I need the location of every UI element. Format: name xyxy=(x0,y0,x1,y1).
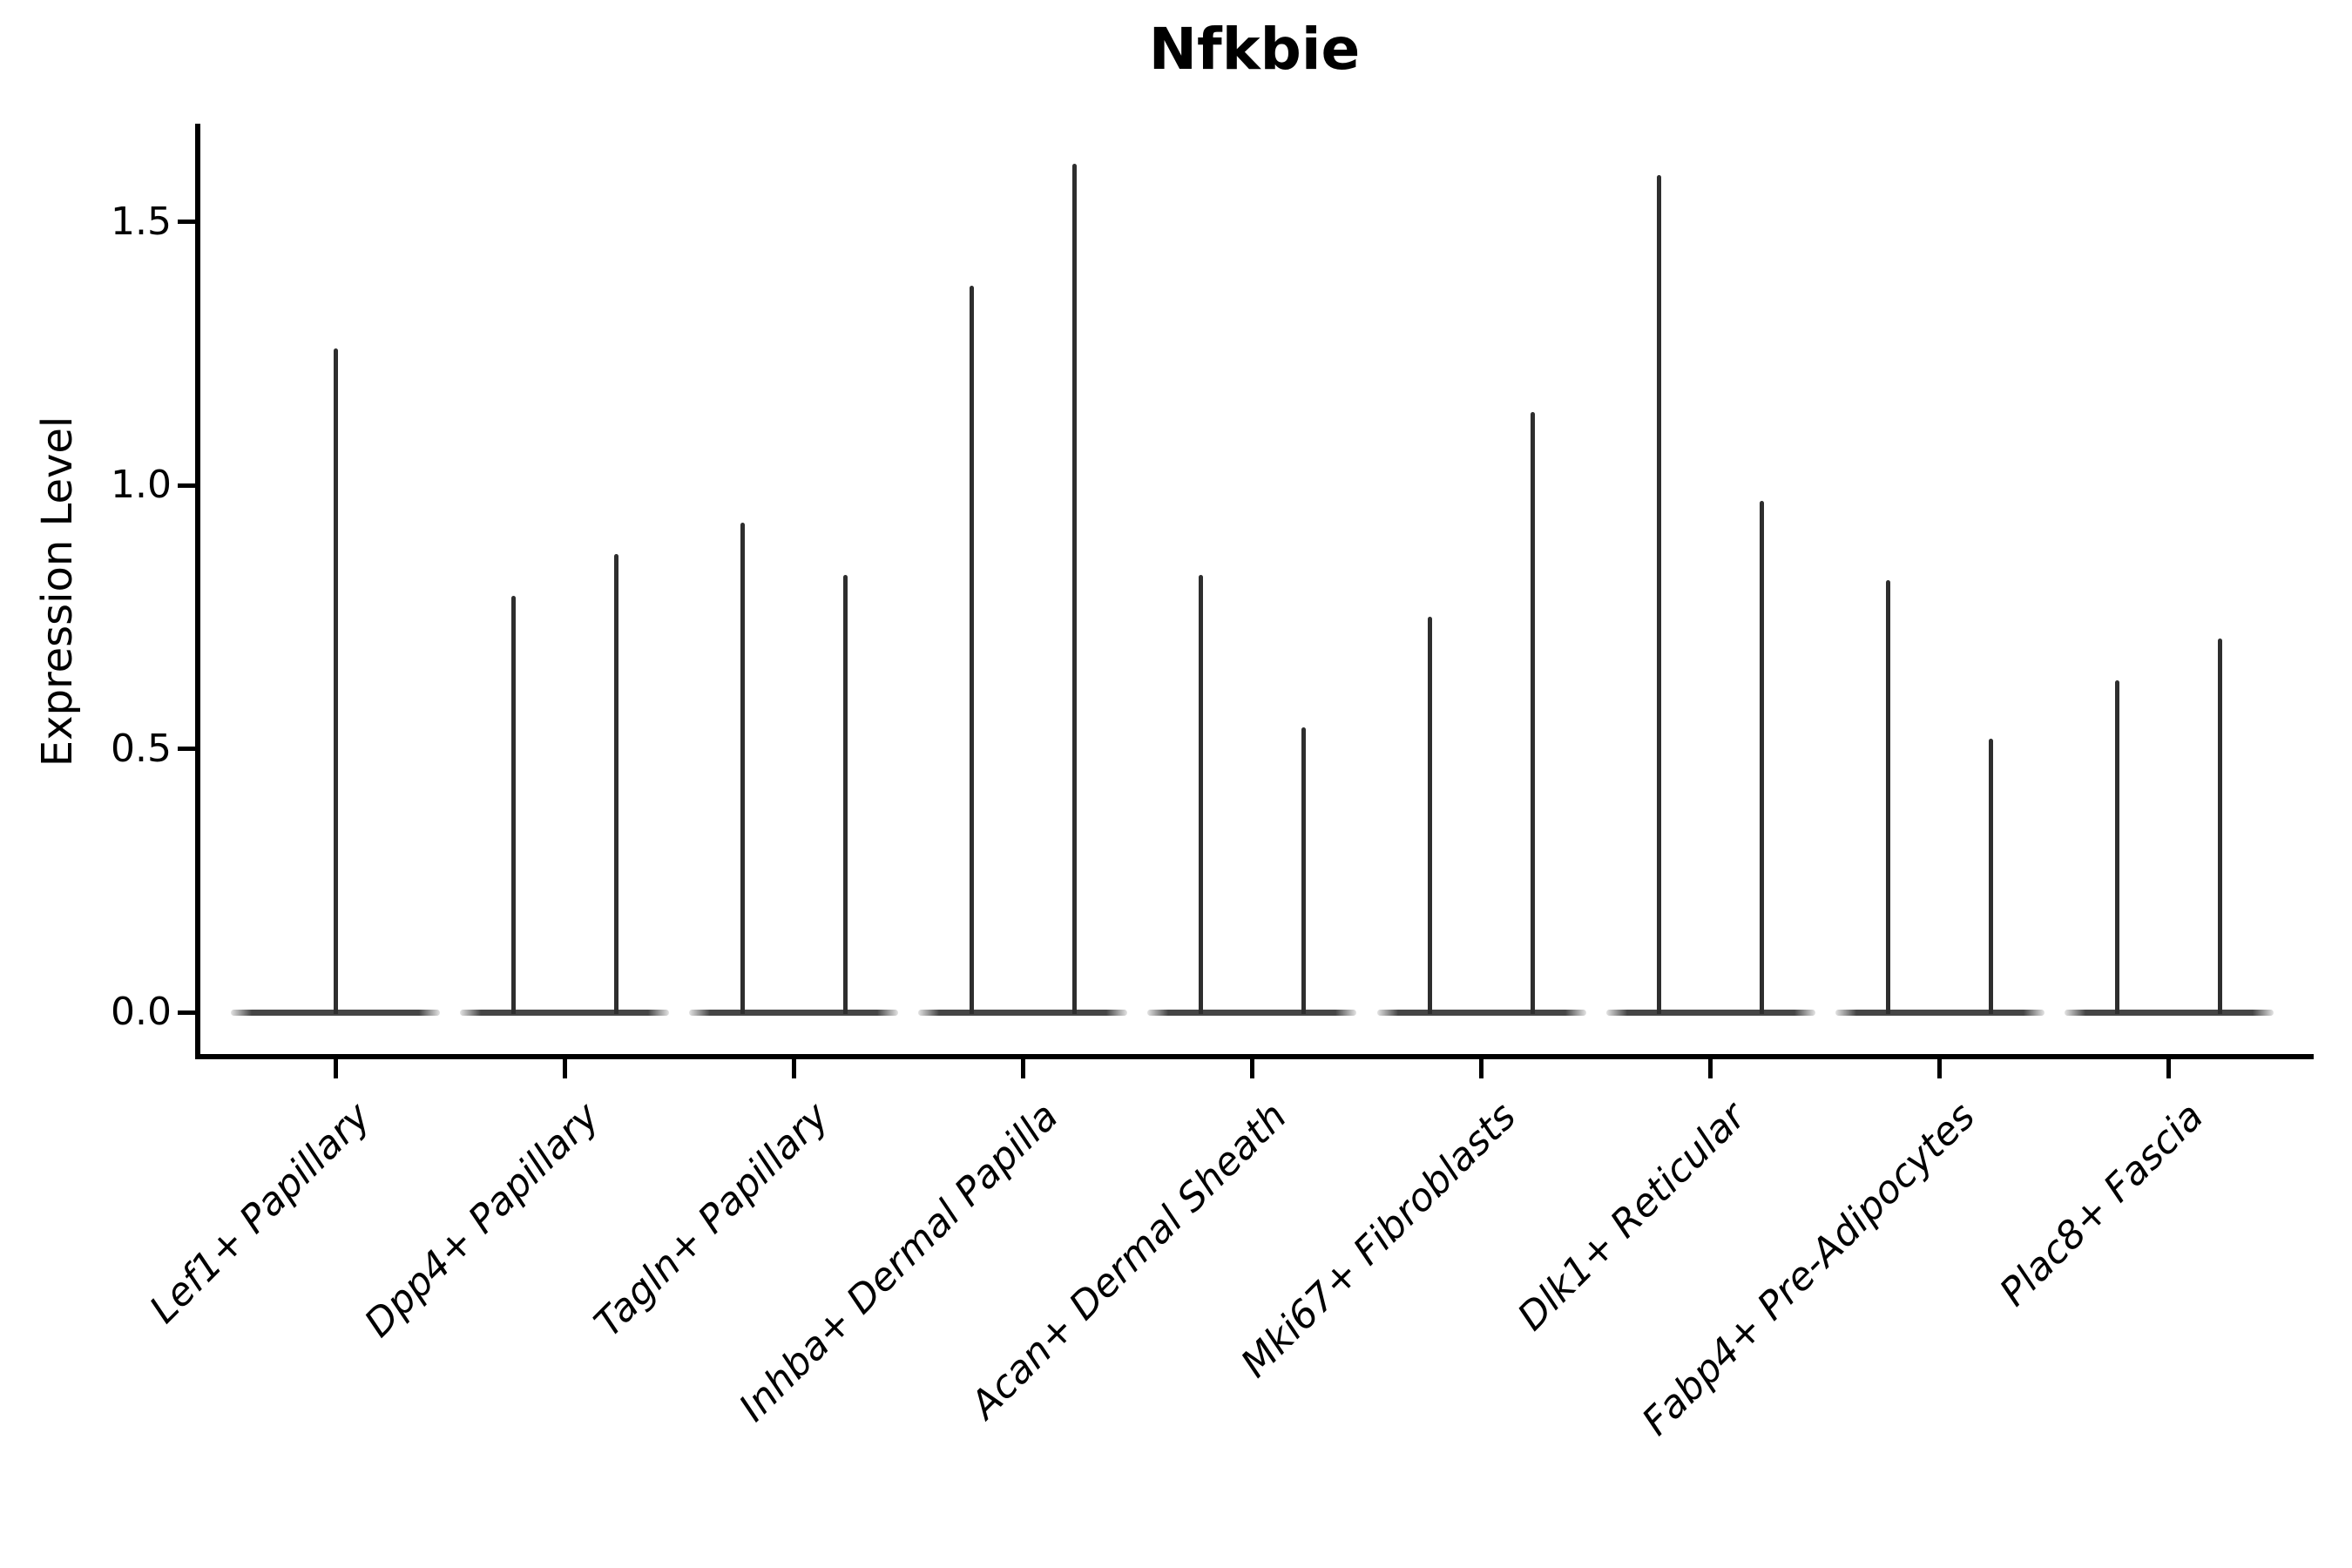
x-tick-mark xyxy=(1020,1059,1025,1078)
violin-spike xyxy=(613,553,618,1014)
x-tick-mark xyxy=(791,1059,796,1078)
violin-base xyxy=(1835,1009,2044,1016)
chart-title: Nfkbie xyxy=(1148,16,1361,83)
x-tick-mark xyxy=(562,1059,567,1078)
violin-base xyxy=(1376,1009,1586,1016)
violin-spike xyxy=(333,348,338,1014)
violin-spike xyxy=(1428,617,1432,1014)
y-tick-label: 0.5 xyxy=(111,726,172,771)
violin-spike xyxy=(740,522,745,1014)
y-tick-mark xyxy=(178,1010,195,1015)
violin-spike xyxy=(1989,738,1994,1014)
x-tick-label: Dpp4+ Papillary xyxy=(356,1094,609,1347)
violin-spike xyxy=(1301,727,1306,1014)
violin-spike xyxy=(1657,174,1662,1014)
x-tick-label: Plac8+ Fascia xyxy=(1991,1094,2213,1315)
x-axis-spine xyxy=(195,1054,2314,1059)
violin-spike xyxy=(1198,575,1203,1014)
violin-base xyxy=(460,1009,670,1016)
violin-spike xyxy=(1071,164,1077,1014)
x-tick-label: Lef1+ Papillary xyxy=(141,1094,380,1333)
y-axis-spine xyxy=(195,124,200,1059)
violin-spike xyxy=(2115,680,2120,1014)
y-tick-mark xyxy=(178,220,195,225)
violin-spike xyxy=(969,285,974,1014)
violin-base xyxy=(1605,1009,1815,1016)
x-tick-mark xyxy=(1479,1059,1484,1078)
y-tick-label: 1.0 xyxy=(111,463,172,508)
x-tick-mark xyxy=(1708,1059,1713,1078)
x-tick-mark xyxy=(1249,1059,1254,1078)
violin-spike xyxy=(1531,411,1535,1014)
violin-base xyxy=(918,1009,1128,1016)
violin-base xyxy=(1147,1009,1357,1016)
violin-spike xyxy=(510,596,516,1014)
x-tick-mark xyxy=(1937,1059,1943,1078)
violin-base xyxy=(2064,1009,2274,1016)
violin-spike xyxy=(1886,580,1891,1014)
x-tick-mark xyxy=(333,1059,338,1078)
x-tick-label: Dlk1+ Reticular xyxy=(1509,1094,1754,1340)
y-tick-mark xyxy=(178,483,195,488)
violin-spike xyxy=(842,575,848,1014)
violin-spike xyxy=(2218,638,2223,1014)
violin-spike xyxy=(1760,501,1765,1014)
y-tick-label: 0.0 xyxy=(111,990,172,1034)
x-tick-mark xyxy=(2166,1059,2172,1078)
x-tick-label: Tagln+ Papillary xyxy=(585,1094,838,1346)
violin-base xyxy=(689,1009,899,1016)
y-tick-mark xyxy=(178,747,195,752)
y-tick-label: 1.5 xyxy=(111,199,172,244)
